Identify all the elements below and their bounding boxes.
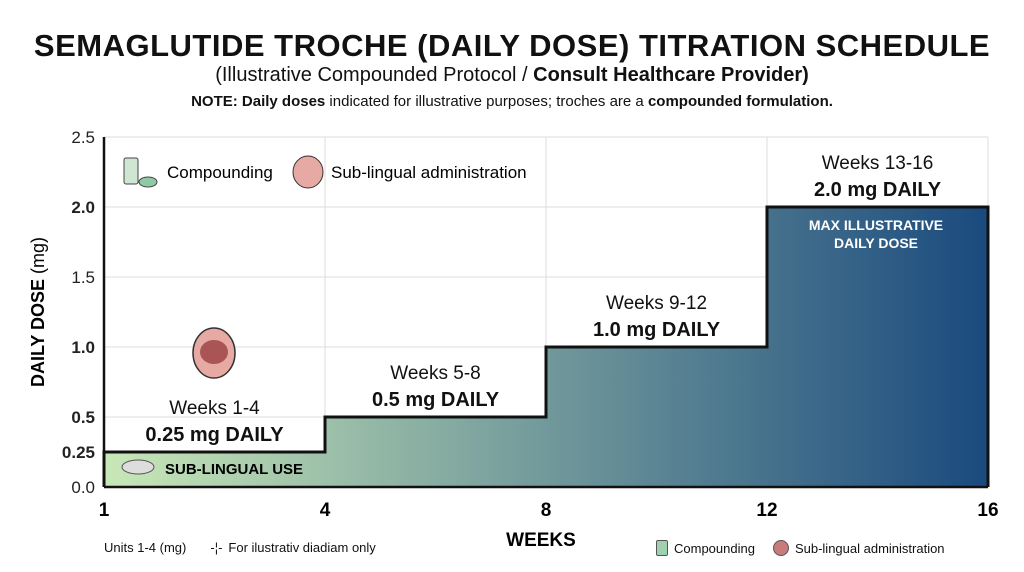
footer-left: Units 1-4 (mg) -¦- For ilustrativ diadia…	[104, 540, 376, 555]
max-dose-label-line1: MAX ILLUSTRATIVE	[809, 217, 943, 233]
legend-compounding: Compounding	[167, 163, 273, 182]
note-bold-1: NOTE: Daily doses	[191, 93, 326, 110]
chart-note: NOTE: Daily doses indicated for illustra…	[0, 93, 1024, 110]
step-dose-label: 0.25 mg DAILY	[145, 424, 284, 446]
footer-legend: Compounding Sub-lingual administration	[656, 540, 945, 556]
mouth-icon	[292, 155, 324, 189]
footer-illustrative: For ilustrativ diadiam only	[228, 540, 376, 555]
y-tick-label: 1.0	[71, 338, 95, 357]
chart-subtitle: (Illustrative Compounded Protocol / Cons…	[0, 64, 1024, 87]
y-tick-label: 2.5	[71, 128, 95, 147]
x-tick-label: 8	[541, 500, 552, 521]
vial-icon	[123, 157, 139, 185]
x-tick-label: 16	[977, 500, 998, 521]
sublingual-use-label: SUB-LINGUAL USE	[165, 461, 303, 478]
step-weeks-label: Weeks 5-8	[390, 363, 480, 384]
footer-compounding: Compounding	[674, 540, 755, 556]
footer-sublingual: Sub-lingual administration	[794, 540, 945, 556]
y-axis-label-unit: (mg)	[28, 237, 48, 274]
step-dose-label: 2.0 mg DAILY	[814, 179, 942, 201]
step-dose-label: 0.5 mg DAILY	[372, 389, 500, 411]
step-dose-label: 1.0 mg DAILY	[593, 319, 721, 341]
y-axis-label-bold: DAILY DOSE	[28, 274, 48, 387]
max-dose-label-line2: DAILY DOSE	[834, 235, 918, 251]
dose-step-bar	[546, 347, 767, 487]
footer-units: Units 1-4 (mg)	[104, 540, 187, 555]
legend-sublingual: Sub-lingual administration	[331, 163, 527, 182]
chart-title: SEMAGLUTIDE TROCHE (DAILY DOSE) TITRATIO…	[33, 28, 991, 63]
dose-step-bar	[325, 417, 546, 487]
y-tick-label: 0.0	[71, 478, 95, 497]
note-text: indicated for illustrative purposes; tro…	[325, 93, 648, 110]
y-tick-label: 2.0	[71, 198, 95, 217]
step-outline	[102, 205, 990, 487]
x-tick-label: 12	[756, 500, 777, 521]
y-axis-label: DAILY DOSE (mg)	[28, 237, 48, 387]
note-bold-2: compounded formulation.	[647, 93, 833, 110]
step-weeks-label: Weeks 1-4	[169, 398, 260, 419]
step-weeks-label: Weeks 13-16	[822, 153, 934, 174]
y-tick-label: 0.5	[71, 408, 95, 427]
mouth-icon-inner	[200, 340, 228, 364]
y-tick-label: 1.5	[71, 268, 95, 287]
x-axis-label: WEEKS	[506, 530, 576, 551]
tablet-icon	[138, 176, 158, 188]
troche-icon	[121, 459, 155, 475]
subtitle-plain: (Illustrative Compounded Protocol /	[215, 64, 534, 86]
step-weeks-label: Weeks 9-12	[606, 293, 707, 314]
x-tick-label: 4	[320, 500, 331, 521]
y-tick-label: 0.25	[62, 443, 95, 462]
dose-step-bar	[767, 207, 988, 487]
subtitle-bold: Consult Healthcare Provider)	[533, 64, 809, 86]
mouth-icon	[772, 540, 789, 556]
vial-icon	[656, 540, 668, 556]
crosshair-icon: -¦-	[210, 540, 223, 555]
x-tick-label: 1	[99, 500, 110, 521]
